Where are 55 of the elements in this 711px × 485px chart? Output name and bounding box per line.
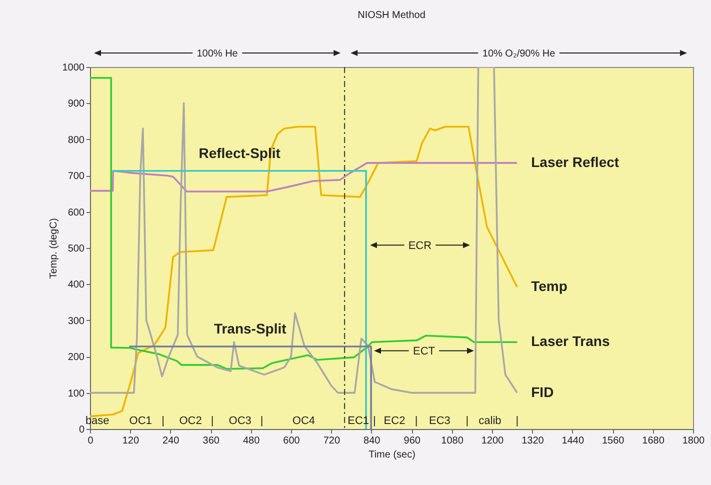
x-tick-label: 1200: [481, 436, 504, 446]
annotation: OC1: [129, 415, 152, 428]
y-tick-label: 500: [68, 244, 85, 254]
x-tick-label: 1320: [522, 436, 544, 446]
annotation: ECR: [408, 240, 432, 252]
y-tick-label: 300: [68, 316, 85, 327]
x-tick-label: 360: [202, 436, 220, 446]
x-tick-label: 960: [404, 436, 421, 446]
series-label: Laser Reflect: [531, 154, 620, 170]
y-tick-label: 0: [78, 424, 85, 436]
annotation: |: [372, 415, 376, 428]
y-tick-label: 900: [68, 98, 85, 110]
x-tick-label: 0: [88, 436, 94, 446]
x-tick-label: 840: [364, 436, 381, 446]
annotation: |: [414, 415, 418, 428]
annotation: calib: [478, 415, 502, 428]
x-tick-label: 600: [283, 436, 300, 446]
y-axis-title: Temp. (degC): [48, 218, 60, 279]
series-label: Laser Trans: [531, 333, 610, 350]
series-label: Trans-Split: [214, 320, 287, 336]
chart-title: NIOSH Method: [358, 10, 426, 21]
y-tick-label: 100: [68, 388, 85, 400]
y-tick-label: 200: [68, 352, 85, 364]
text: 100% He: [196, 48, 238, 60]
x-tick-label: 1680: [642, 436, 665, 446]
x-tick-label: 240: [162, 436, 180, 446]
annotation: |: [466, 415, 469, 428]
x-tick-label: 1080: [441, 436, 464, 446]
x-tick-label: 120: [122, 436, 140, 446]
annotation: |: [162, 415, 164, 428]
annotation: OC3: [228, 415, 252, 428]
x-tick-label: 1560: [602, 436, 625, 446]
x-tick-label: 1800: [682, 436, 706, 446]
annotation: EC2: [384, 415, 406, 428]
line-series: [90, 162, 518, 192]
x-axis-title: Time (sec): [368, 450, 416, 460]
annotation: OC4: [292, 415, 316, 428]
series-label: Temp: [531, 278, 568, 294]
x-tick-label: 1440: [562, 436, 584, 446]
annotation: |: [260, 415, 264, 428]
text: 10% O₂/90% He: [482, 48, 556, 60]
y-tick-label: 600: [68, 207, 85, 218]
annotation: |: [516, 415, 519, 428]
annotation: |: [210, 415, 214, 428]
series-label: FID: [531, 384, 554, 400]
y-tick-label: 400: [68, 280, 85, 291]
x-tick-label: 480: [242, 436, 260, 446]
y-tick-label: 700: [68, 171, 85, 182]
annotation: ECT: [412, 346, 436, 358]
line-series: [90, 126, 518, 418]
annotation: OC2: [179, 415, 202, 428]
annotation: EC3: [429, 415, 450, 428]
y-tick-label: 800: [68, 134, 85, 146]
x-tick-label: 720: [323, 436, 340, 446]
y-tick-label: 1000: [62, 62, 85, 74]
